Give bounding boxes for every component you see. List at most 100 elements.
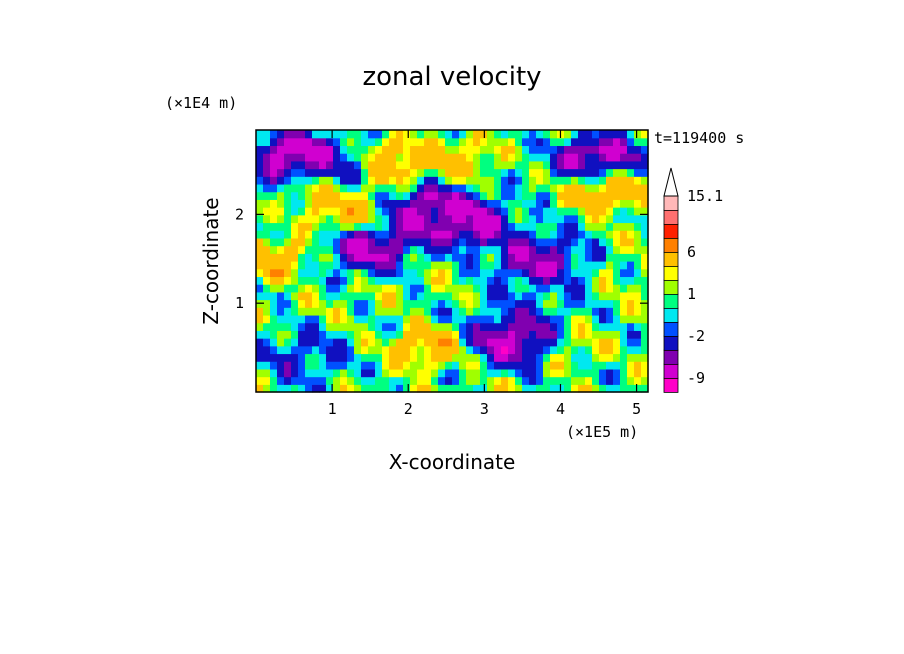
field-cell (291, 168, 299, 177)
field-cell (641, 207, 649, 216)
field-cell (417, 338, 425, 347)
field-cell (361, 230, 369, 239)
field-cell (277, 214, 285, 224)
field-cell (634, 168, 642, 177)
field-cell (298, 330, 306, 339)
field-cell (508, 353, 516, 362)
field-cell (564, 137, 572, 147)
field-cell (599, 376, 607, 385)
field-cell (627, 183, 635, 193)
field-cell (382, 130, 390, 139)
field-cell (347, 253, 355, 262)
field-cell (529, 145, 537, 154)
field-cell (592, 130, 600, 139)
field-cell (291, 130, 299, 139)
field-cell (270, 183, 278, 193)
field-cell (270, 130, 278, 139)
field-cell (508, 284, 516, 293)
field-cell (340, 384, 348, 393)
field-cell (599, 384, 607, 393)
field-cell (396, 207, 404, 216)
field-cell (578, 214, 586, 224)
field-cell (613, 183, 621, 193)
field-cell (536, 322, 544, 331)
field-cell (571, 207, 579, 216)
field-cell (333, 176, 341, 185)
field-cell (550, 214, 558, 224)
field-cell (550, 314, 558, 324)
field-cell (487, 191, 495, 200)
field-cell (361, 137, 369, 147)
field-cell (543, 338, 551, 347)
field-cell (613, 314, 621, 324)
field-cell (368, 137, 376, 147)
field-cell (480, 168, 488, 177)
field-cell (620, 214, 628, 224)
field-cell (606, 284, 614, 293)
field-cell (522, 168, 530, 177)
field-cell (312, 384, 320, 393)
field-cell (613, 276, 621, 285)
field-cell (501, 214, 509, 224)
field-cell (319, 276, 327, 285)
field-cell (606, 176, 614, 185)
field-cell (326, 199, 334, 208)
field-cell (592, 222, 600, 231)
field-cell (571, 245, 579, 254)
field-cell (620, 153, 628, 162)
field-cell (389, 299, 397, 308)
field-cell (438, 237, 446, 247)
colorbar-swatch (663, 195, 679, 211)
field-cell (445, 268, 453, 278)
field-cell (459, 160, 467, 170)
field-cell (564, 130, 572, 139)
field-cell (473, 230, 481, 239)
field-cell (319, 130, 327, 139)
field-cell (403, 183, 411, 193)
field-cell (550, 268, 558, 278)
field-cell (445, 183, 453, 193)
field-cell (473, 153, 481, 162)
field-cell (564, 230, 572, 239)
field-cell (634, 191, 642, 200)
field-cell (550, 338, 558, 347)
field-cell (578, 183, 586, 193)
field-cell (494, 345, 502, 355)
field-cell (424, 176, 432, 185)
field-cell (466, 145, 474, 154)
field-cell (613, 253, 621, 262)
field-cell (501, 291, 509, 301)
field-cell (501, 183, 509, 193)
field-cell (494, 268, 502, 278)
field-cell (529, 268, 537, 278)
field-cell (529, 137, 537, 147)
field-cell (634, 368, 642, 378)
field-cell (340, 145, 348, 154)
field-cell (375, 261, 383, 270)
field-cell (620, 338, 628, 347)
field-cell (585, 307, 593, 316)
field-cell (515, 137, 523, 147)
field-cell (333, 160, 341, 170)
field-cell (543, 214, 551, 224)
field-cell (550, 253, 558, 262)
field-cell (424, 314, 432, 324)
field-cell (487, 214, 495, 224)
field-cell (578, 384, 586, 393)
field-cell (557, 268, 565, 278)
field-cell (263, 153, 271, 162)
field-cell (263, 130, 271, 139)
field-cell (522, 299, 530, 308)
field-cell (361, 276, 369, 285)
field-cell (277, 376, 285, 385)
field-cell (550, 137, 558, 147)
field-cell (431, 130, 439, 139)
field-cell (466, 284, 474, 293)
field-cell (312, 338, 320, 347)
field-cell (445, 176, 453, 185)
field-cell (368, 222, 376, 231)
field-cell (291, 284, 299, 293)
field-cell (487, 261, 495, 270)
field-cell (256, 145, 264, 154)
field-cell (396, 199, 404, 208)
